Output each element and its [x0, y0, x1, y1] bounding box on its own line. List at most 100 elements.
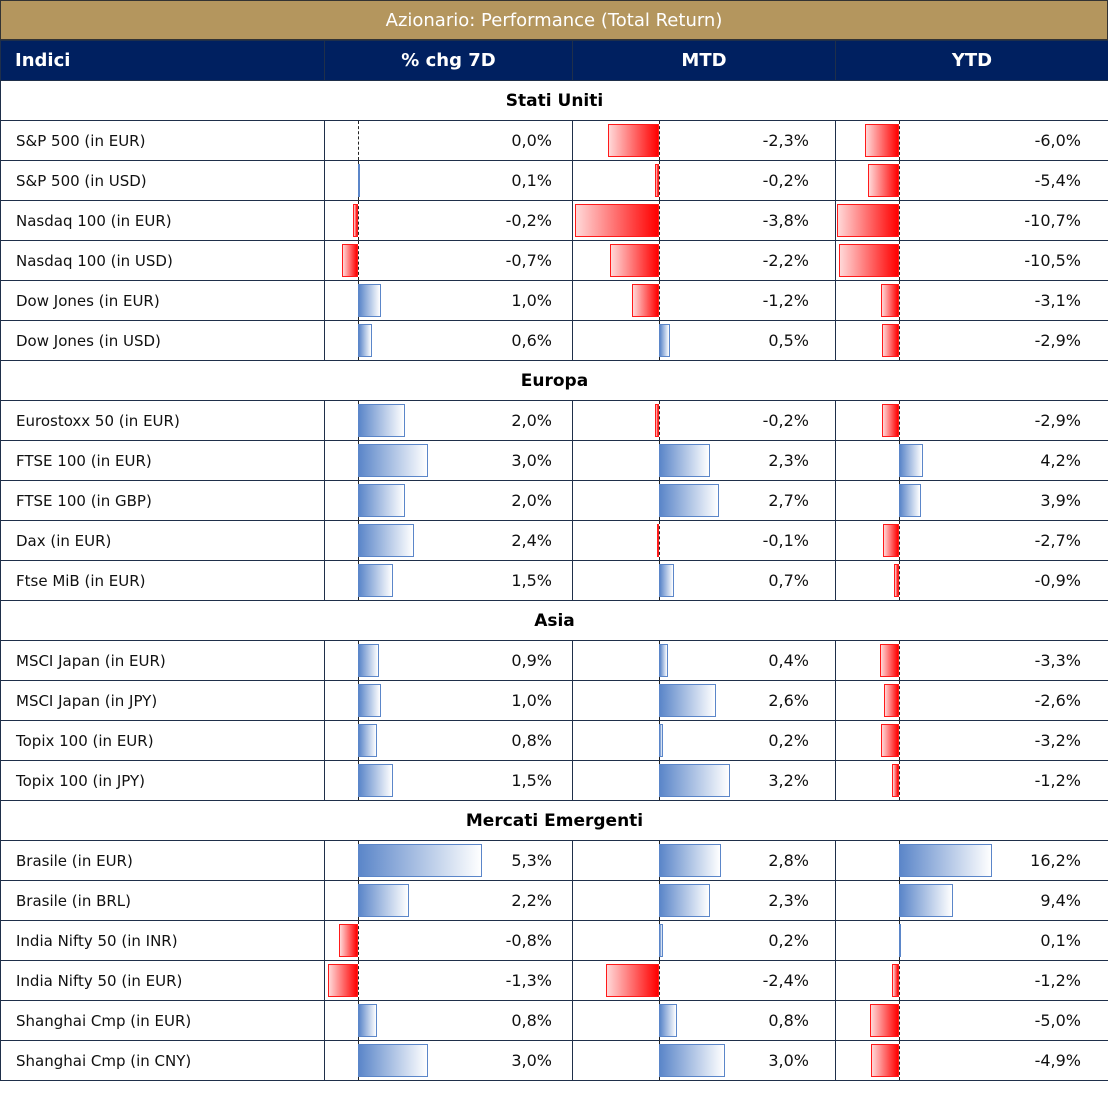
cell-d7: 2,0%: [324, 480, 573, 521]
cell-d7: 3,0%: [324, 440, 573, 481]
index-name: MSCI Japan (in JPY): [0, 680, 325, 721]
value-label: -0,1%: [762, 531, 809, 550]
section-title: Europa: [0, 360, 1108, 401]
index-name: Brasile (in BRL): [0, 880, 325, 921]
value-label: -2,3%: [762, 131, 809, 150]
index-name: India Nifty 50 (in INR): [0, 920, 325, 961]
cell-ytd: 0,1%: [835, 920, 1108, 961]
positive-data-bar: [358, 684, 382, 717]
cell-ytd: -10,7%: [835, 200, 1108, 241]
table-row: MSCI Japan (in JPY) 1,0% 2,6% -2,6%: [0, 680, 1108, 721]
cell-mtd: -0,2%: [572, 160, 836, 201]
negative-data-bar: [341, 244, 358, 277]
positive-data-bar: [659, 924, 664, 957]
negative-data-bar: [575, 204, 659, 237]
value-label: -2,4%: [762, 971, 809, 990]
cell-d7: 2,0%: [324, 400, 573, 441]
cell-mtd: 3,2%: [572, 760, 836, 801]
value-label: 3,0%: [768, 1051, 809, 1070]
cell-ytd: 9,4%: [835, 880, 1108, 921]
performance-table: Indici % chg 7D MTD YTD Stati Uniti S&P 5…: [0, 40, 1108, 1081]
cell-mtd: 2,7%: [572, 480, 836, 521]
positive-data-bar: [899, 884, 954, 917]
table-row: Eurostoxx 50 (in EUR) 2,0% -0,2% -2,9%: [0, 400, 1108, 441]
axis-line: [899, 201, 900, 240]
section-title: Mercati Emergenti: [0, 800, 1108, 841]
axis-line: [358, 201, 359, 240]
cell-ytd: -3,3%: [835, 640, 1108, 681]
negative-data-bar: [656, 524, 659, 557]
cell-d7: 0,6%: [324, 320, 573, 361]
value-label: -6,0%: [1034, 131, 1081, 150]
cell-d7: 2,4%: [324, 520, 573, 561]
index-name: Shanghai Cmp (in EUR): [0, 1000, 325, 1041]
positive-data-bar: [358, 524, 415, 557]
axis-line: [899, 281, 900, 320]
cell-d7: 5,3%: [324, 840, 573, 881]
axis-line: [899, 241, 900, 280]
axis-line: [899, 561, 900, 600]
cell-mtd: 0,4%: [572, 640, 836, 681]
positive-data-bar: [659, 1004, 677, 1037]
index-name: Eurostoxx 50 (in EUR): [0, 400, 325, 441]
cell-ytd: -2,6%: [835, 680, 1108, 721]
axis-line: [899, 721, 900, 760]
section-row: Stati Uniti: [0, 80, 1108, 121]
cell-ytd: 16,2%: [835, 840, 1108, 881]
negative-data-bar: [654, 164, 659, 197]
cell-mtd: 3,0%: [572, 1040, 836, 1081]
negative-data-bar: [610, 244, 659, 277]
positive-data-bar: [899, 484, 922, 517]
cell-d7: 0,8%: [324, 1000, 573, 1041]
cell-mtd: -2,3%: [572, 120, 836, 161]
cell-mtd: -1,2%: [572, 280, 836, 321]
table-row: FTSE 100 (in EUR) 3,0% 2,3% 4,2%: [0, 440, 1108, 481]
cell-mtd: -2,4%: [572, 960, 836, 1001]
negative-data-bar: [882, 324, 899, 357]
index-name: Dax (in EUR): [0, 520, 325, 561]
index-name: MSCI Japan (in EUR): [0, 640, 325, 681]
index-name: Shanghai Cmp (in CNY): [0, 1040, 325, 1081]
cell-mtd: 2,8%: [572, 840, 836, 881]
positive-data-bar: [358, 324, 373, 357]
value-label: -0,2%: [762, 411, 809, 430]
table-row: Shanghai Cmp (in CNY) 3,0% 3,0% -4,9%: [0, 1040, 1108, 1081]
negative-data-bar: [880, 644, 899, 677]
positive-data-bar: [659, 444, 710, 477]
value-label: 3,9%: [1040, 491, 1081, 510]
positive-data-bar: [659, 324, 671, 357]
value-label: 0,6%: [511, 331, 552, 350]
cell-ytd: -2,7%: [835, 520, 1108, 561]
positive-data-bar: [358, 764, 394, 797]
axis-line: [659, 161, 660, 200]
value-label: 2,7%: [768, 491, 809, 510]
table-row: India Nifty 50 (in EUR) -1,3% -2,4% -1,2%: [0, 960, 1108, 1001]
value-label: 0,1%: [511, 171, 552, 190]
cell-mtd: 2,3%: [572, 880, 836, 921]
axis-line: [358, 961, 359, 1000]
axis-line: [659, 521, 660, 560]
negative-data-bar: [867, 164, 899, 197]
value-label: 2,4%: [511, 531, 552, 550]
negative-data-bar: [882, 404, 899, 437]
table-row: Dax (in EUR) 2,4% -0,1% -2,7%: [0, 520, 1108, 561]
cell-d7: -0,7%: [324, 240, 573, 281]
negative-data-bar: [837, 204, 899, 237]
negative-data-bar: [632, 284, 659, 317]
axis-line: [899, 641, 900, 680]
axis-line: [659, 241, 660, 280]
positive-data-bar: [358, 884, 410, 917]
cell-ytd: -1,2%: [835, 760, 1108, 801]
value-label: -2,6%: [1034, 691, 1081, 710]
cell-mtd: -2,2%: [572, 240, 836, 281]
positive-data-bar: [358, 724, 377, 757]
axis-line: [899, 681, 900, 720]
value-label: 9,4%: [1040, 891, 1081, 910]
axis-line: [659, 121, 660, 160]
negative-data-bar: [892, 764, 899, 797]
header-mtd: MTD: [572, 40, 836, 81]
cell-ytd: -10,5%: [835, 240, 1108, 281]
value-label: 1,0%: [511, 291, 552, 310]
value-label: 2,2%: [511, 891, 552, 910]
index-name: S&P 500 (in USD): [0, 160, 325, 201]
